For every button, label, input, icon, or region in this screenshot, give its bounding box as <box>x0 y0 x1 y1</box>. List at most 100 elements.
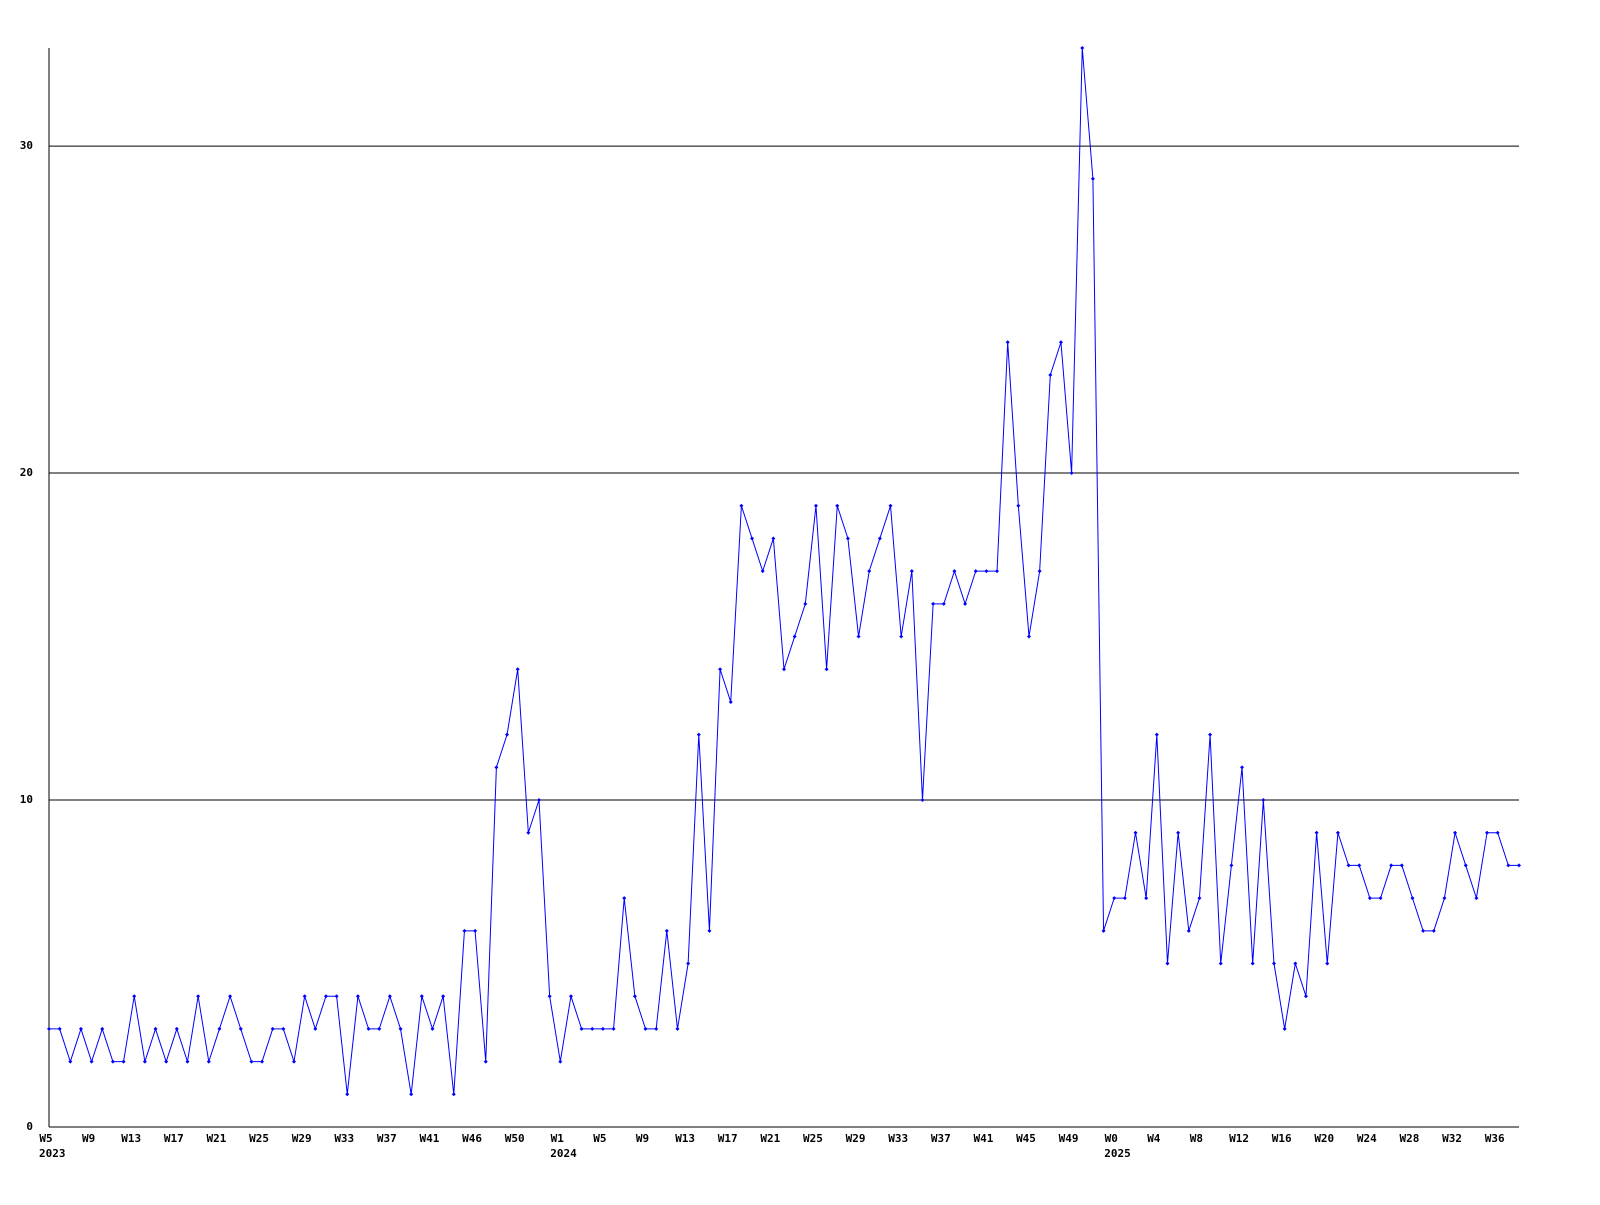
data-point <box>643 1026 648 1031</box>
data-point <box>1325 961 1330 966</box>
data-point <box>920 798 925 803</box>
data-point <box>1090 176 1095 181</box>
data-point <box>1058 340 1063 345</box>
x-tick-label: W16 <box>1272 1132 1292 1145</box>
data-point <box>1176 830 1181 835</box>
data-point <box>142 1059 147 1064</box>
x-tick-label: W9 <box>636 1132 649 1145</box>
x-tick-label: W13 <box>675 1132 695 1145</box>
data-point <box>1517 863 1521 868</box>
data-point <box>1144 896 1149 901</box>
data-point <box>78 1026 83 1031</box>
data-point <box>313 1026 318 1031</box>
x-tick-label: W37 <box>377 1132 397 1145</box>
data-point <box>505 732 510 737</box>
y-tick-label: 20 <box>20 466 33 479</box>
data-point <box>281 1026 286 1031</box>
data-point <box>579 1026 584 1031</box>
year-label: 2025 <box>1104 1147 1131 1160</box>
data-point <box>196 994 201 999</box>
x-tick-label: W1 <box>551 1132 565 1145</box>
data-point <box>984 569 989 574</box>
x-tick-label: W5 <box>39 1132 52 1145</box>
data-point <box>728 699 733 704</box>
data-point <box>1261 798 1266 803</box>
data-point <box>1080 46 1085 50</box>
data-point <box>164 1059 169 1064</box>
x-tick-label: W17 <box>164 1132 184 1145</box>
x-tick-label: W28 <box>1400 1132 1420 1145</box>
data-point <box>1282 1026 1287 1031</box>
data-point <box>153 1026 158 1031</box>
data-point <box>1293 961 1298 966</box>
data-point <box>515 667 520 672</box>
data-point <box>57 1026 62 1031</box>
data-point <box>302 994 307 999</box>
data-point <box>526 830 531 835</box>
data-point <box>611 1026 616 1031</box>
data-point <box>845 536 850 541</box>
data-point <box>622 896 627 901</box>
data-point <box>813 503 818 508</box>
data-point <box>1197 896 1202 901</box>
data-point <box>963 601 968 606</box>
data-point <box>1218 961 1223 966</box>
data-point <box>1016 503 1021 508</box>
data-point <box>132 994 137 999</box>
x-tick-label: W4 <box>1147 1132 1161 1145</box>
data-point <box>675 1026 680 1031</box>
data-point <box>1389 863 1394 868</box>
data-point <box>1208 732 1213 737</box>
data-point <box>1101 928 1106 933</box>
data-point <box>1165 961 1170 966</box>
data-point <box>409 1092 414 1097</box>
data-point <box>1154 732 1159 737</box>
data-point <box>206 1059 211 1064</box>
data-point <box>323 994 328 999</box>
data-point <box>888 503 893 508</box>
data-point <box>792 634 797 639</box>
x-tick-label: W8 <box>1190 1132 1203 1145</box>
x-tick-label: W24 <box>1357 1132 1377 1145</box>
x-tick-label: W33 <box>888 1132 908 1145</box>
year-label: 2024 <box>550 1147 577 1160</box>
x-tick-label: W45 <box>1016 1132 1036 1145</box>
x-tick-label: W29 <box>846 1132 866 1145</box>
x-tick-label: W33 <box>334 1132 354 1145</box>
data-point <box>1346 863 1351 868</box>
data-point <box>47 1026 51 1031</box>
x-tick-label: W12 <box>1229 1132 1249 1145</box>
data-point <box>1112 896 1117 901</box>
data-point <box>739 503 744 508</box>
data-point <box>909 569 914 574</box>
data-point <box>174 1026 179 1031</box>
data-point <box>931 601 936 606</box>
data-point <box>473 928 478 933</box>
data-point <box>89 1059 94 1064</box>
x-tick-label: W46 <box>462 1132 482 1145</box>
data-point <box>1442 896 1447 901</box>
data-point <box>217 1026 222 1031</box>
data-point <box>1005 340 1010 345</box>
data-point <box>558 1059 563 1064</box>
data-point <box>100 1026 105 1031</box>
data-point <box>1506 863 1511 868</box>
data-point <box>110 1059 115 1064</box>
data-point <box>355 994 360 999</box>
data-point <box>547 994 552 999</box>
data-point <box>1229 863 1234 868</box>
x-tick-label: W29 <box>292 1132 312 1145</box>
x-tick-label: W25 <box>249 1132 269 1145</box>
data-point <box>1303 994 1308 999</box>
x-tick-label: W37 <box>931 1132 951 1145</box>
data-point <box>568 994 573 999</box>
data-point <box>750 536 755 541</box>
data-point <box>1495 830 1500 835</box>
data-point <box>387 994 392 999</box>
data-point <box>995 569 1000 574</box>
data-point <box>952 569 957 574</box>
x-tick-label: W0 <box>1105 1132 1118 1145</box>
data-point <box>1069 471 1074 476</box>
x-tick-label: W49 <box>1059 1132 1079 1145</box>
